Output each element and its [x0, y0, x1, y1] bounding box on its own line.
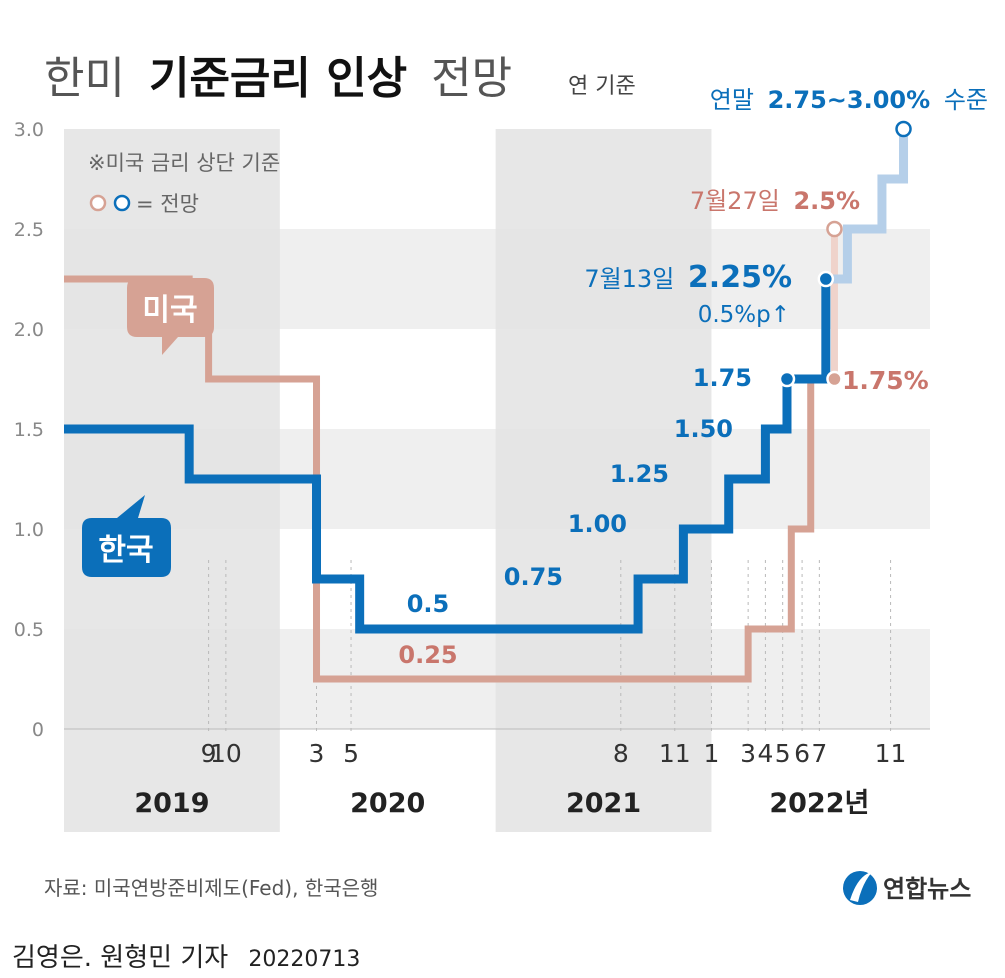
- kr-step-label-100: 1.00: [568, 510, 627, 538]
- year-end-suffix: 수준: [944, 86, 988, 114]
- month-tick-label: 11: [659, 739, 691, 768]
- month-tick-label: 10: [210, 739, 242, 768]
- byline-reporters: 김영은. 원형민 기자: [12, 943, 228, 973]
- kr-dot-175: [778, 370, 796, 388]
- us-callout: 미국: [127, 278, 214, 355]
- logo-swoosh-icon: [850, 872, 872, 902]
- jul13-value: 2.25%: [688, 260, 792, 295]
- title: 한미 기준금리 인상 전망: [44, 53, 512, 104]
- kr-callout: 한국: [82, 495, 171, 577]
- logo-text: 연합뉴스: [883, 875, 971, 903]
- forecast-legend-us-circle: [89, 194, 107, 212]
- unit-note: 연 기준: [568, 74, 636, 99]
- y-axis: 0 0.5 1.0 1.5 2.0 2.5 3.0: [14, 119, 44, 741]
- kr-step-label-125: 1.25: [610, 460, 669, 488]
- forecast-points: [778, 120, 912, 388]
- title-bold: 기준금리 인상: [149, 53, 407, 104]
- y-tick-label: 0: [32, 719, 44, 741]
- kr-step-label-075: 0.75: [504, 563, 563, 591]
- kr-forecast-dot-300: [895, 120, 912, 138]
- month-tick-label: 1: [703, 739, 719, 768]
- logo: 연합뉴스: [843, 871, 971, 905]
- kr-forecast-line: [825, 129, 909, 284]
- year-bands: [64, 129, 712, 832]
- forecast-legend-kr-circle: [113, 194, 131, 212]
- month-tick-label: 5: [775, 739, 791, 768]
- x-axis-years: 2019 2020 2021 2022년: [134, 788, 869, 819]
- jul13-label: 7월13일 2.25%: [584, 260, 792, 295]
- us-callout-label: 미국: [142, 293, 197, 328]
- year-label: 2021: [566, 788, 641, 819]
- title-suffix: 전망: [431, 53, 512, 104]
- month-tick-label: 9: [201, 739, 217, 768]
- us-175-label: 1.75%: [842, 366, 929, 395]
- y-tick-label: 1.0: [14, 519, 44, 541]
- year-band-2021: [495, 129, 712, 832]
- y-tick-label: 3.0: [14, 119, 44, 141]
- kr-dot-225: [817, 270, 835, 288]
- kr-rate-line: [64, 279, 831, 634]
- month-tick-label: 11: [875, 739, 907, 768]
- year-label: 2022년: [769, 788, 869, 819]
- month-tick-label: 5: [343, 739, 359, 768]
- year-end-label: 연말 2.75~3.00% 수준: [710, 86, 988, 114]
- y-tick-label: 0.5: [14, 619, 44, 641]
- month-tick-label: 4: [757, 739, 773, 768]
- basis-note: ※미국 금리 상단 기준: [88, 151, 280, 175]
- year-end-value: 2.75~3.00%: [768, 86, 931, 114]
- year-label: 2020: [350, 788, 425, 819]
- forecast-legend-text: = 전망: [136, 192, 199, 216]
- jul13-delta: 0.5%p↑: [698, 302, 790, 328]
- jul27-label: 7월27일 2.5%: [690, 187, 860, 215]
- jul27-value: 2.5%: [793, 187, 860, 215]
- kr-callout-label: 한국: [98, 533, 153, 568]
- us-dot-175: [826, 370, 843, 388]
- us-low-label: 0.25: [398, 641, 457, 669]
- y-tick-label: 2.0: [14, 319, 44, 341]
- byline: 김영은. 원형민 기자 20220713: [12, 943, 360, 973]
- title-prefix: 한미: [44, 53, 125, 104]
- y-tick-label: 1.5: [14, 419, 44, 441]
- year-end-prefix: 연말: [710, 86, 754, 114]
- month-tick-label: 3: [740, 739, 756, 768]
- byline-date: 20220713: [248, 947, 360, 972]
- kr-step-label-150: 1.50: [674, 415, 733, 443]
- us-forecast-dot-250: [826, 220, 843, 238]
- year-label: 2019: [134, 788, 209, 819]
- y-tick-label: 2.5: [14, 219, 44, 241]
- month-tick-label: 3: [309, 739, 325, 768]
- jul27-prefix: 7월27일: [690, 187, 780, 215]
- month-tick-label: 7: [811, 739, 827, 768]
- jul13-prefix: 7월13일: [584, 265, 674, 293]
- month-tick-label: 8: [613, 739, 629, 768]
- kr-low-label: 0.5: [407, 590, 450, 618]
- x-axis-months: 910 3 5 8 11 1 3 4 5 6 7 11: [201, 739, 907, 768]
- month-tick-label: 6: [794, 739, 810, 768]
- kr-step-label-175: 1.75: [693, 364, 752, 392]
- source-note: 자료: 미국연방준비제도(Fed), 한국은행: [44, 876, 378, 900]
